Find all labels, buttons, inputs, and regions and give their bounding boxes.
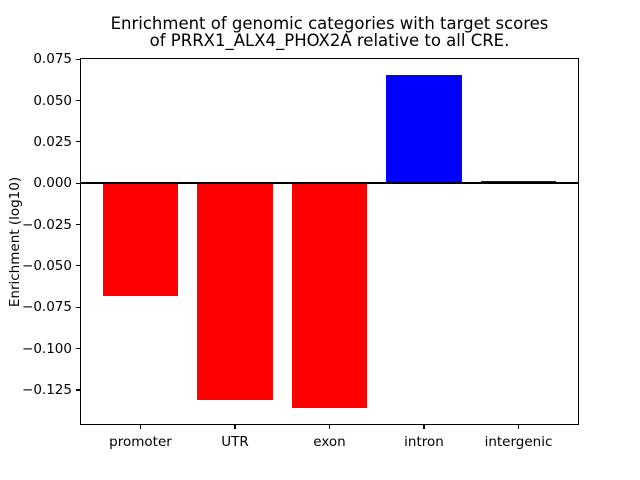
y-tick-label: 0.075 [33, 51, 72, 68]
y-tick-label: −0.025 [22, 216, 72, 233]
x-tick-mark [423, 425, 425, 429]
chart-title: Enrichment of genomic categories with ta… [80, 15, 579, 49]
y-tick-label: 0.000 [33, 175, 72, 192]
x-tick-label-intron: intron [404, 434, 444, 450]
y-tick-mark [76, 389, 80, 391]
y-tick-label: −0.100 [22, 340, 72, 357]
y-tick-label: 0.050 [33, 92, 72, 109]
bar-exon [291, 183, 368, 409]
x-tick-mark [139, 425, 142, 429]
y-tick-label: 0.025 [33, 133, 72, 150]
bar-promoter [102, 183, 179, 297]
y-tick-mark [76, 223, 80, 226]
y-tick-mark [76, 347, 80, 350]
x-tick-mark [328, 425, 331, 429]
chart-title-line-1: Enrichment of genomic categories with ta… [110, 14, 549, 33]
y-tick-mark [76, 58, 80, 60]
chart-title-line-2: of PRRX1_ALX4_PHOX2A relative to all CRE… [149, 31, 510, 50]
zero-line [80, 181, 579, 185]
x-tick-label-intergenic: intergenic [484, 434, 553, 450]
x-tick-mark [517, 425, 520, 429]
y-tick-mark [76, 141, 80, 143]
y-tick-mark [76, 99, 80, 102]
y-tick-label: −0.125 [22, 381, 72, 398]
plot-area [80, 58, 579, 425]
y-tick-mark [76, 265, 80, 267]
bar-UTR [197, 183, 273, 401]
x-tick-label-UTR: UTR [221, 434, 249, 450]
y-tick-label: −0.050 [22, 257, 72, 274]
x-tick-label-promoter: promoter [109, 434, 172, 450]
y-tick-mark [76, 182, 80, 184]
x-tick-label-exon: exon [313, 434, 346, 450]
x-tick-mark [234, 425, 236, 429]
bar-intron [386, 74, 462, 184]
y-tick-label: −0.075 [22, 299, 72, 316]
y-tick-mark [76, 306, 80, 308]
